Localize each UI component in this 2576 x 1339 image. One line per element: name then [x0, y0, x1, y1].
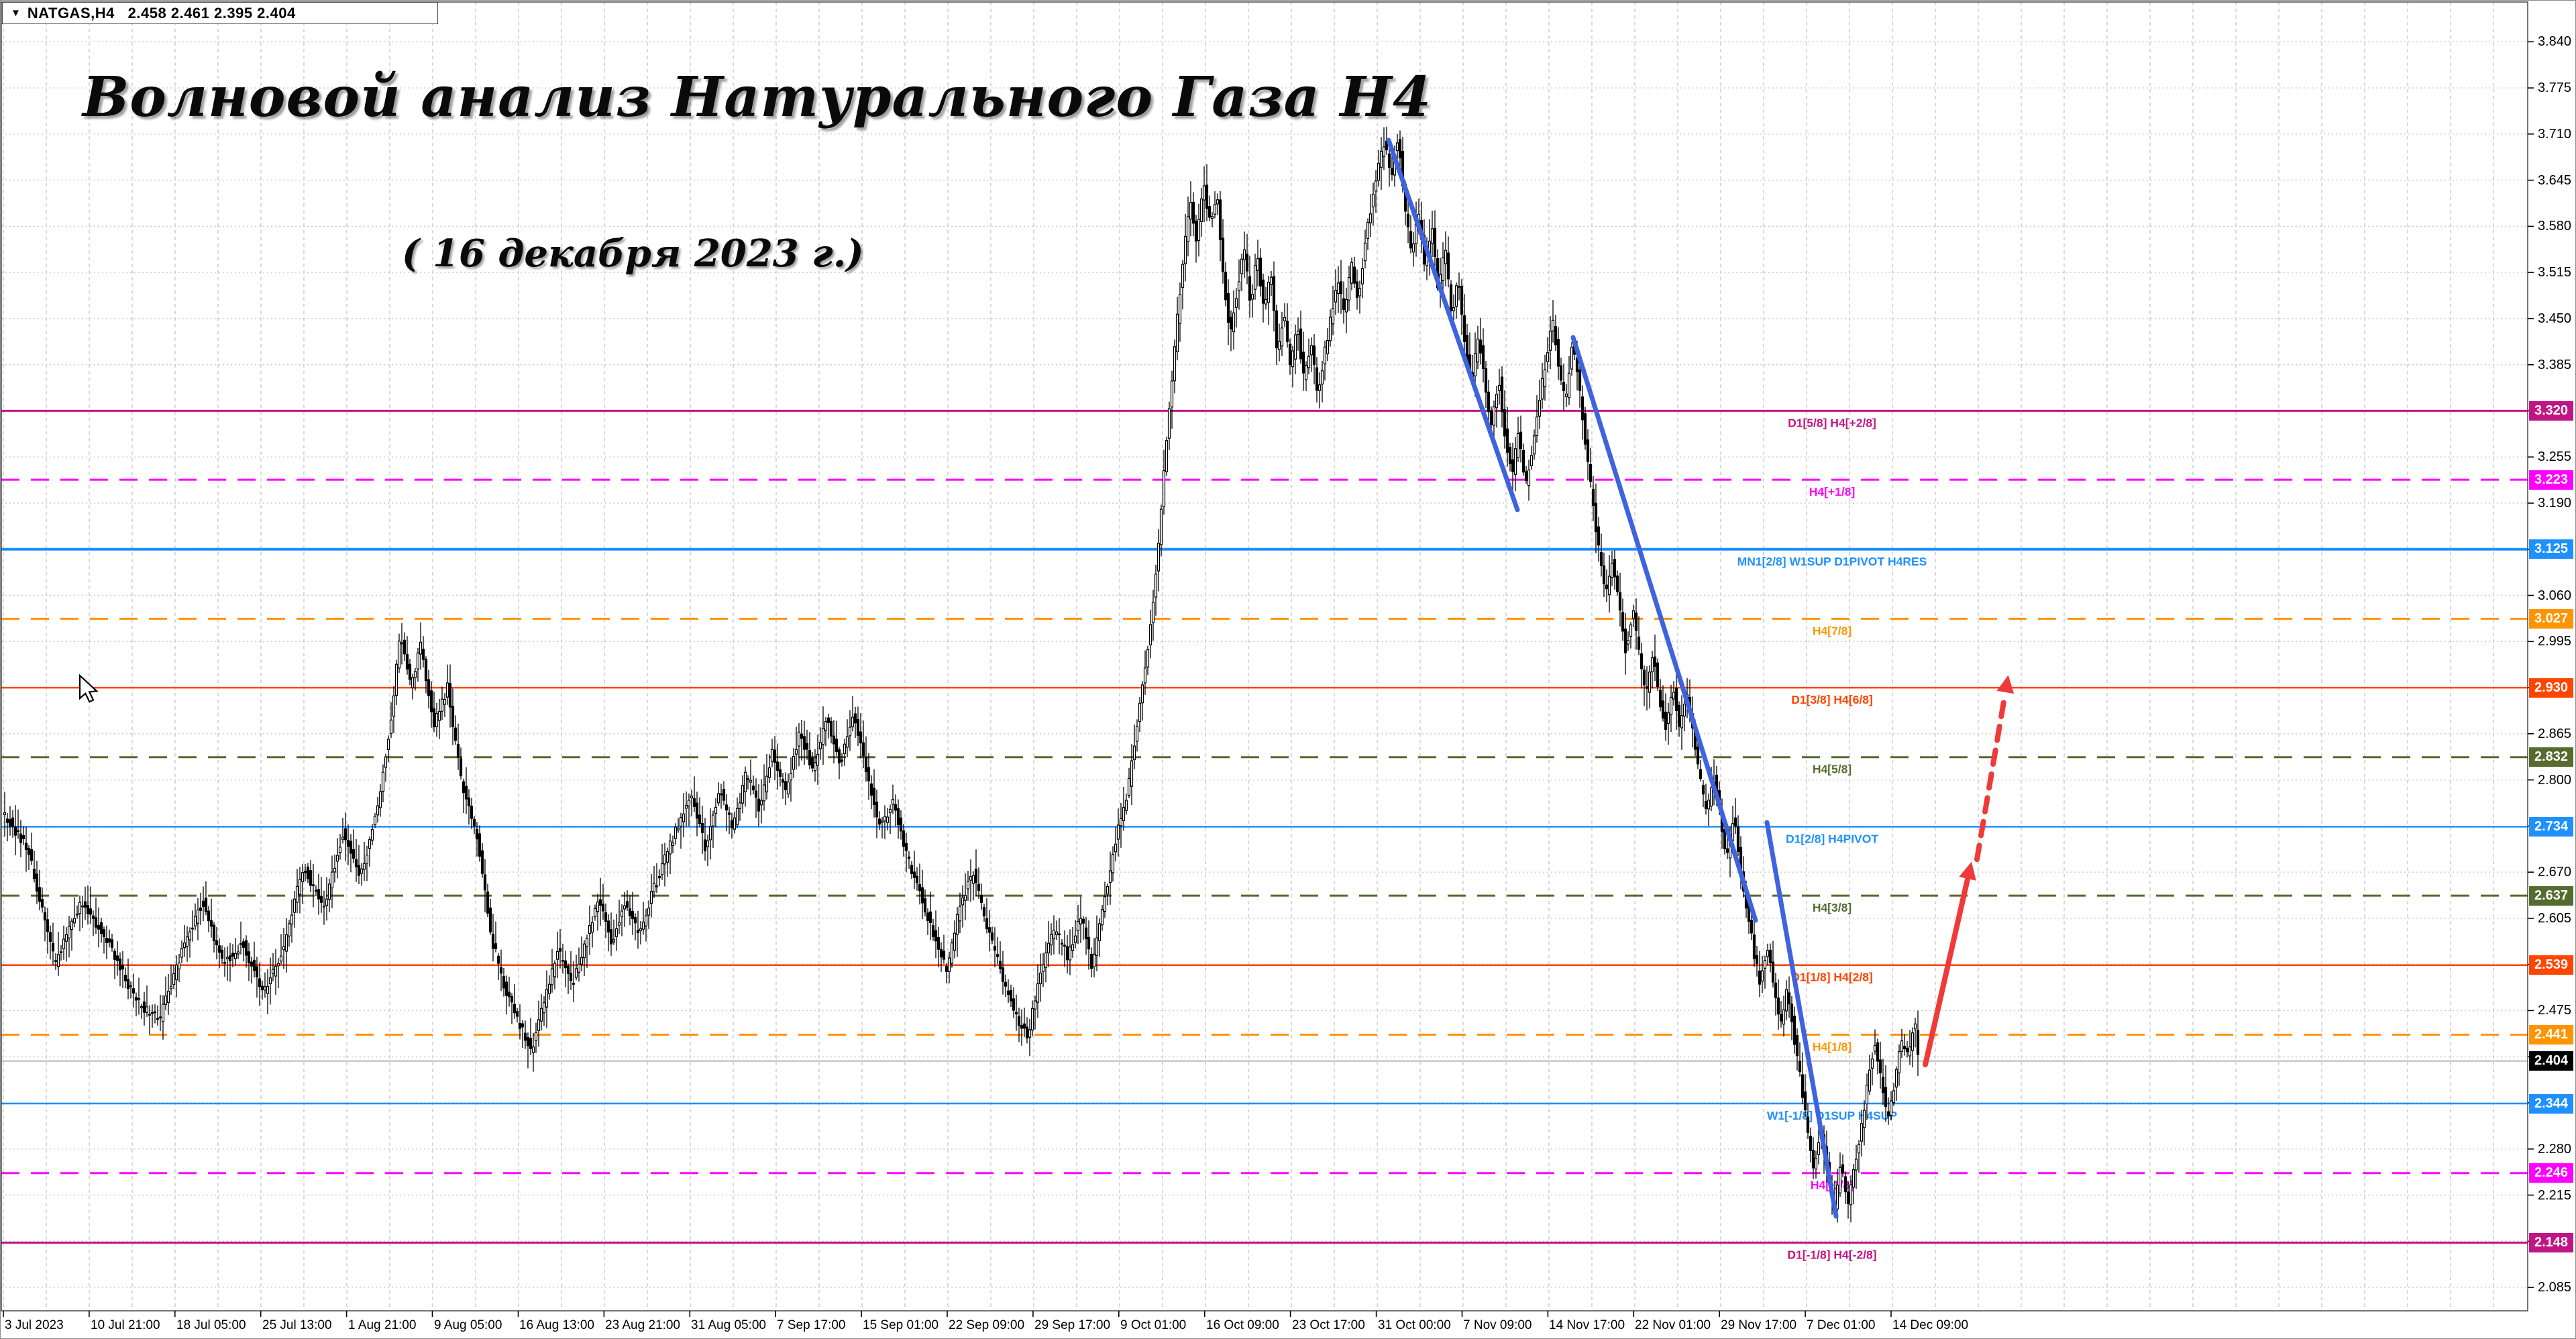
time-tick-label: 22 Sep 09:00 — [949, 1318, 1025, 1332]
price-tick-label: 2.670 — [2538, 865, 2572, 879]
murrey-level-label: D1[-1/8] H4[-2/8] — [1787, 1248, 1876, 1261]
time-tick-label: 23 Aug 21:00 — [605, 1318, 680, 1332]
candle-wicks — [4, 126, 1919, 1223]
trendline[interactable] — [1764, 820, 1839, 1219]
arrow-head — [1996, 675, 2015, 694]
time-tick-label: 15 Sep 01:00 — [863, 1318, 939, 1332]
time-tick-label: 16 Oct 09:00 — [1206, 1318, 1279, 1332]
price-tick-label: 3.060 — [2538, 588, 2572, 603]
level-price-badge: 2.832 — [2529, 747, 2573, 767]
level-price-badge: 2.344 — [2529, 1094, 2573, 1114]
price-tick-label: 2.280 — [2538, 1142, 2572, 1157]
time-tick-label: 1 Aug 21:00 — [348, 1318, 417, 1332]
time-tick-label: 31 Aug 05:00 — [691, 1318, 766, 1332]
time-tick-label: 29 Nov 17:00 — [1721, 1318, 1797, 1332]
price-tick-label: 3.645 — [2538, 173, 2572, 188]
price-tick-label: 3.840 — [2538, 34, 2572, 49]
time-tick-label: 7 Sep 17:00 — [777, 1318, 846, 1332]
price-tick-label: 2.995 — [2538, 634, 2572, 649]
symbol-dropdown-icon[interactable]: ▼ — [11, 7, 21, 19]
level-price-badge: 3.223 — [2529, 470, 2573, 490]
time-tick-label: 14 Dec 09:00 — [1892, 1318, 1969, 1332]
time-tick-label: 7 Dec 01:00 — [1807, 1318, 1876, 1332]
price-tick-label: 3.515 — [2538, 265, 2572, 280]
time-tick-label: 31 Oct 00:00 — [1378, 1318, 1451, 1332]
level-price-badge: 3.320 — [2529, 401, 2573, 421]
time-tick-label: 9 Aug 05:00 — [434, 1318, 502, 1332]
murrey-level-label: H4[+1/8] — [1809, 485, 1856, 498]
price-tick-label: 3.450 — [2538, 311, 2572, 326]
time-tick-label: 16 Aug 13:00 — [519, 1318, 594, 1332]
murrey-level-label: D1[5/8] H4[+2/8] — [1788, 416, 1876, 429]
price-tick-label: 2.865 — [2538, 727, 2572, 741]
page-title: Волновой анализ Натурального Газа H4 — [83, 65, 1432, 129]
plot-border — [1, 1, 2528, 1311]
projection-arrow-dashed[interactable] — [1974, 690, 2008, 862]
time-tick-label: 23 Oct 17:00 — [1292, 1318, 1365, 1332]
time-tick-label: 18 Jul 05:00 — [176, 1318, 246, 1332]
level-price-badge: 2.246 — [2529, 1163, 2573, 1183]
price-tick-label: 3.190 — [2538, 496, 2572, 511]
bid-price-badge: 2.404 — [2529, 1051, 2573, 1071]
candle-bodies — [3, 139, 1920, 1210]
time-tick-label: 25 Jul 13:00 — [262, 1318, 332, 1332]
level-price-badge: 3.027 — [2529, 609, 2573, 629]
time-tick-label: 10 Jul 21:00 — [91, 1318, 160, 1332]
price-tick-label: 2.085 — [2538, 1280, 2572, 1295]
symbol-banner[interactable]: ▼ NATGAS,H4 2.458 2.461 2.395 2.404 — [2, 2, 438, 24]
murrey-level-label: H4[5/8] — [1813, 763, 1851, 776]
murrey-level-label: H4[1/8] — [1813, 1040, 1851, 1053]
trendline[interactable] — [1570, 335, 1758, 923]
page-subtitle: ( 16 декабря 2023 г.) — [402, 231, 864, 276]
price-tick-label: 2.605 — [2538, 911, 2572, 926]
level-price-badge: 2.930 — [2529, 678, 2573, 698]
time-tick-label: 22 Nov 01:00 — [1635, 1318, 1711, 1332]
time-tick-label: 7 Nov 09:00 — [1463, 1318, 1532, 1332]
level-price-badge: 2.637 — [2529, 886, 2573, 906]
price-tick-label: 3.580 — [2538, 219, 2572, 233]
price-tick-label: 3.255 — [2538, 449, 2572, 464]
symbol-ohlc-text: NATGAS,H4 2.458 2.461 2.395 2.404 — [27, 4, 296, 21]
price-tick-label: 3.710 — [2538, 127, 2572, 142]
price-tick-label: 2.215 — [2538, 1188, 2572, 1203]
level-price-badge: 2.539 — [2529, 955, 2573, 975]
price-tick-label: 3.775 — [2538, 81, 2572, 95]
time-tick-label: 3 Jul 2023 — [5, 1318, 64, 1332]
murrey-level-label: H4[7/8] — [1813, 624, 1851, 637]
level-price-badge: 2.148 — [2529, 1233, 2573, 1252]
murrey-level-label: H4[3/8] — [1813, 901, 1851, 914]
level-price-badge: 3.125 — [2529, 539, 2573, 559]
time-tick-label: 9 Oct 01:00 — [1120, 1318, 1187, 1332]
murrey-level-label: W1[-1/8] D1SUP H4SUP — [1767, 1109, 1898, 1122]
arrow-head — [1959, 861, 1976, 881]
price-tick-label: 3.385 — [2538, 358, 2572, 372]
price-tick-label: 2.475 — [2538, 1003, 2572, 1018]
murrey-level-label: D1[1/8] H4[2/8] — [1791, 971, 1873, 984]
time-tick-label: 14 Nov 17:00 — [1549, 1318, 1625, 1332]
murrey-level-label: MN1[2/8] W1SUP D1PIVOT H4RES — [1737, 555, 1927, 568]
time-tick-label: 29 Sep 17:00 — [1034, 1318, 1111, 1332]
murrey-level-label: D1[3/8] H4[6/8] — [1791, 693, 1873, 706]
trendline[interactable] — [1386, 138, 1520, 513]
projection-arrow-solid[interactable] — [1923, 877, 1970, 1067]
level-price-badge: 2.734 — [2529, 817, 2573, 837]
price-tick-label: 2.800 — [2538, 773, 2572, 788]
level-price-badge: 2.441 — [2529, 1025, 2573, 1045]
murrey-level-label: D1[2/8] H4PIVOT — [1786, 832, 1878, 845]
mouse-cursor-icon — [78, 674, 99, 703]
